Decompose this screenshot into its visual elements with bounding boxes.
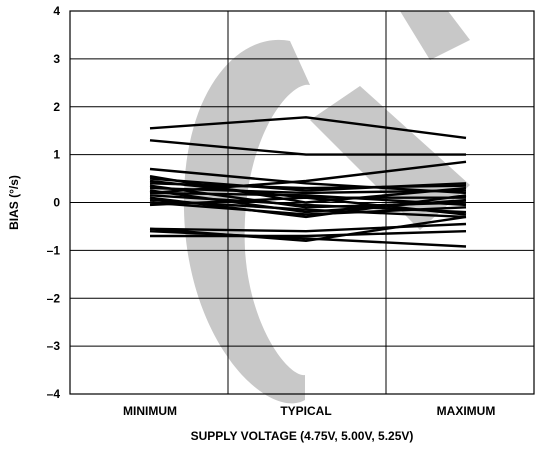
watermark-o-shape xyxy=(183,39,310,404)
y-tick-label: –3 xyxy=(47,339,61,353)
plot-frame xyxy=(69,10,535,395)
x-category-labels: MINIMUM TYPICAL MAXIMUM xyxy=(123,404,495,418)
y-tick-label: 2 xyxy=(53,100,60,114)
x-axis-title: SUPPLY VOLTAGE (4.75V, 5.00V, 5.25V) xyxy=(191,429,414,443)
y-tick-label: 3 xyxy=(53,52,60,66)
x-category-label: MINIMUM xyxy=(123,404,177,418)
series-lines xyxy=(149,116,467,248)
y-tick-label: 1 xyxy=(53,148,60,162)
series-line xyxy=(149,116,467,140)
watermark-b-top-shape xyxy=(400,11,470,60)
y-tick-label: 0 xyxy=(53,196,60,210)
y-tick-label: 4 xyxy=(53,4,60,18)
y-tick-label: –1 xyxy=(47,243,61,257)
series-line xyxy=(150,230,467,238)
series-line xyxy=(149,139,466,156)
y-tick-labels: 4 3 2 1 0 –1 –2 –3 –4 xyxy=(47,4,61,401)
series-line xyxy=(149,160,467,195)
series-line xyxy=(149,222,467,233)
x-category-label: TYPICAL xyxy=(280,404,331,418)
x-category-label: MAXIMUM xyxy=(437,404,496,418)
series-line xyxy=(149,182,467,190)
series-line xyxy=(149,196,467,216)
series-line xyxy=(149,167,467,195)
y-tick-label: –2 xyxy=(47,291,61,305)
series-line xyxy=(149,230,467,248)
y-axis-title: BIAS (°/s) xyxy=(7,175,21,230)
y-tick-label: –4 xyxy=(47,387,61,401)
